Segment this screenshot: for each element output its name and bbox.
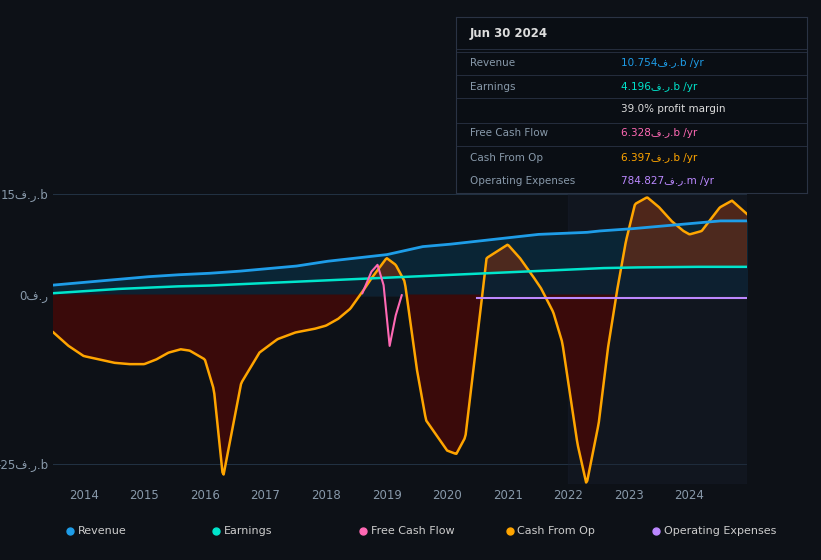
Text: Earnings: Earnings (470, 82, 516, 92)
Bar (568, 174, 747, 484)
Text: Cash From Op: Cash From Op (517, 526, 595, 535)
Text: 6.328ف.ر.b /yr: 6.328ف.ر.b /yr (621, 128, 697, 138)
Text: 10.754ف.ر.b /yr: 10.754ف.ر.b /yr (621, 58, 704, 68)
Text: Earnings: Earnings (224, 526, 273, 535)
Text: 39.0% profit margin: 39.0% profit margin (621, 104, 725, 114)
Text: Free Cash Flow: Free Cash Flow (371, 526, 454, 535)
Text: 6.397ف.ر.b /yr: 6.397ف.ر.b /yr (621, 153, 697, 163)
Text: Operating Expenses: Operating Expenses (470, 176, 575, 186)
Text: 4.196ف.ر.b /yr: 4.196ف.ر.b /yr (621, 82, 697, 92)
Text: Jun 30 2024: Jun 30 2024 (470, 27, 548, 40)
Text: 784.827ف.ر.m /yr: 784.827ف.ر.m /yr (621, 176, 713, 186)
Text: Free Cash Flow: Free Cash Flow (470, 128, 548, 138)
Text: Cash From Op: Cash From Op (470, 153, 543, 163)
Text: Revenue: Revenue (470, 58, 515, 68)
Text: Operating Expenses: Operating Expenses (664, 526, 777, 535)
Text: Revenue: Revenue (77, 526, 126, 535)
